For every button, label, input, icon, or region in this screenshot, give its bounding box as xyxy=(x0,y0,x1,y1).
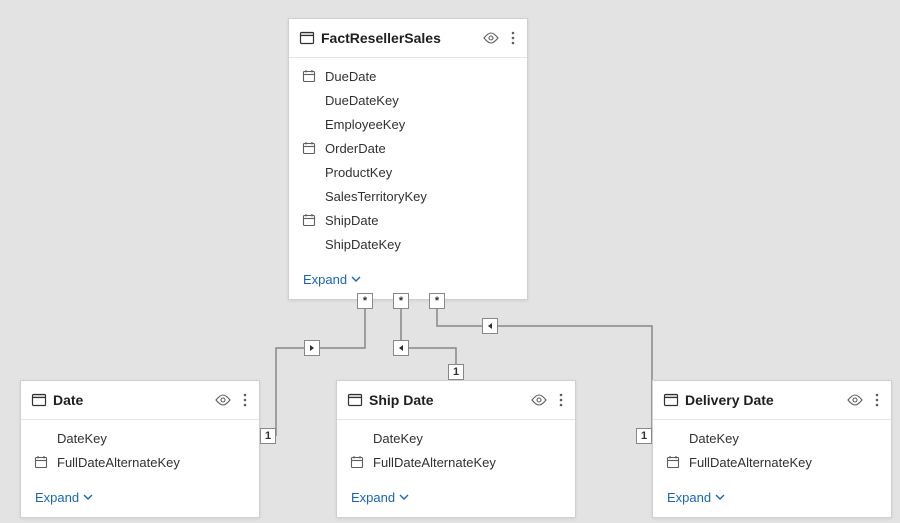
field-label: DueDateKey xyxy=(325,93,399,108)
model-canvas: { "colors":{"bg":"#e3e3e3","card":"#ffff… xyxy=(0,0,900,523)
cardinality-badge: * xyxy=(429,293,445,309)
table-delivery-date[interactable]: Delivery Date DateKey FullDateAlternateKe… xyxy=(652,380,892,518)
cardinality-badge: 1 xyxy=(636,428,652,444)
cardinality-badge: * xyxy=(393,293,409,309)
table-title: Ship Date xyxy=(363,392,531,408)
field-list: DateKey FullDateAlternateKey xyxy=(21,420,259,480)
visibility-icon[interactable] xyxy=(483,30,499,46)
field-label: DateKey xyxy=(57,431,107,446)
expand-label: Expand xyxy=(303,272,347,287)
field-datekey[interactable]: DateKey xyxy=(337,426,575,450)
table-header: Date xyxy=(21,381,259,420)
field-label: FullDateAlternateKey xyxy=(57,455,180,470)
more-icon[interactable] xyxy=(241,392,249,408)
field-shipdatekey[interactable]: ShipDateKey xyxy=(289,232,527,256)
blank-icon xyxy=(301,188,317,204)
expand-button[interactable]: Expand xyxy=(337,480,575,517)
table-header: Ship Date xyxy=(337,381,575,420)
table-icon xyxy=(663,392,679,408)
calendar-icon xyxy=(301,212,317,228)
expand-label: Expand xyxy=(35,490,79,505)
field-productkey[interactable]: ProductKey xyxy=(289,160,527,184)
filter-direction-icon xyxy=(482,318,498,334)
chevron-down-icon xyxy=(399,490,409,505)
field-shipdate[interactable]: ShipDate xyxy=(289,208,527,232)
filter-direction-icon xyxy=(393,340,409,356)
table-title: FactResellerSales xyxy=(315,30,483,46)
field-employeekey[interactable]: EmployeeKey xyxy=(289,112,527,136)
blank-icon xyxy=(301,164,317,180)
field-fulldatealternatekey[interactable]: FullDateAlternateKey xyxy=(21,450,259,474)
field-label: ProductKey xyxy=(325,165,392,180)
cardinality-badge: * xyxy=(357,293,373,309)
field-datekey[interactable]: DateKey xyxy=(21,426,259,450)
calendar-icon xyxy=(33,454,49,470)
table-fact-reseller-sales[interactable]: FactResellerSales DueDate DueDateKey Emplo… xyxy=(288,18,528,300)
blank-icon xyxy=(665,430,681,446)
blank-icon xyxy=(349,430,365,446)
field-label: SalesTerritoryKey xyxy=(325,189,427,204)
more-icon[interactable] xyxy=(873,392,881,408)
visibility-icon[interactable] xyxy=(531,392,547,408)
field-list: DueDate DueDateKey EmployeeKey OrderDate Pro… xyxy=(289,58,527,262)
field-label: DueDate xyxy=(325,69,376,84)
table-header: Delivery Date xyxy=(653,381,891,420)
field-label: DateKey xyxy=(373,431,423,446)
calendar-icon xyxy=(301,140,317,156)
field-label: EmployeeKey xyxy=(325,117,405,132)
table-icon xyxy=(299,30,315,46)
calendar-icon xyxy=(349,454,365,470)
blank-icon xyxy=(33,430,49,446)
table-title: Delivery Date xyxy=(679,392,847,408)
expand-button[interactable]: Expand xyxy=(653,480,891,517)
expand-button[interactable]: Expand xyxy=(21,480,259,517)
more-icon[interactable] xyxy=(557,392,565,408)
cardinality-badge: 1 xyxy=(260,428,276,444)
field-duedate[interactable]: DueDate xyxy=(289,64,527,88)
field-fulldatealternatekey[interactable]: FullDateAlternateKey xyxy=(653,450,891,474)
field-label: ShipDate xyxy=(325,213,378,228)
table-icon xyxy=(31,392,47,408)
visibility-icon[interactable] xyxy=(847,392,863,408)
field-label: FullDateAlternateKey xyxy=(373,455,496,470)
field-label: FullDateAlternateKey xyxy=(689,455,812,470)
table-header: FactResellerSales xyxy=(289,19,527,58)
field-label: ShipDateKey xyxy=(325,237,401,252)
field-label: OrderDate xyxy=(325,141,386,156)
blank-icon xyxy=(301,236,317,252)
table-title: Date xyxy=(47,392,215,408)
field-duedatekey[interactable]: DueDateKey xyxy=(289,88,527,112)
table-ship-date[interactable]: Ship Date DateKey FullDateAlternateKey Ex… xyxy=(336,380,576,518)
field-list: DateKey FullDateAlternateKey xyxy=(653,420,891,480)
table-date[interactable]: Date DateKey FullDateAlternateKey Expand xyxy=(20,380,260,518)
field-list: DateKey FullDateAlternateKey xyxy=(337,420,575,480)
field-salesterritorykey[interactable]: SalesTerritoryKey xyxy=(289,184,527,208)
filter-direction-icon xyxy=(304,340,320,356)
blank-icon xyxy=(301,116,317,132)
calendar-icon xyxy=(665,454,681,470)
table-icon xyxy=(347,392,363,408)
blank-icon xyxy=(301,92,317,108)
chevron-down-icon xyxy=(83,490,93,505)
expand-label: Expand xyxy=(667,490,711,505)
cardinality-badge: 1 xyxy=(448,364,464,380)
field-fulldatealternatekey[interactable]: FullDateAlternateKey xyxy=(337,450,575,474)
calendar-icon xyxy=(301,68,317,84)
visibility-icon[interactable] xyxy=(215,392,231,408)
chevron-down-icon xyxy=(351,272,361,287)
expand-label: Expand xyxy=(351,490,395,505)
field-label: DateKey xyxy=(689,431,739,446)
chevron-down-icon xyxy=(715,490,725,505)
field-orderdate[interactable]: OrderDate xyxy=(289,136,527,160)
field-datekey[interactable]: DateKey xyxy=(653,426,891,450)
more-icon[interactable] xyxy=(509,30,517,46)
